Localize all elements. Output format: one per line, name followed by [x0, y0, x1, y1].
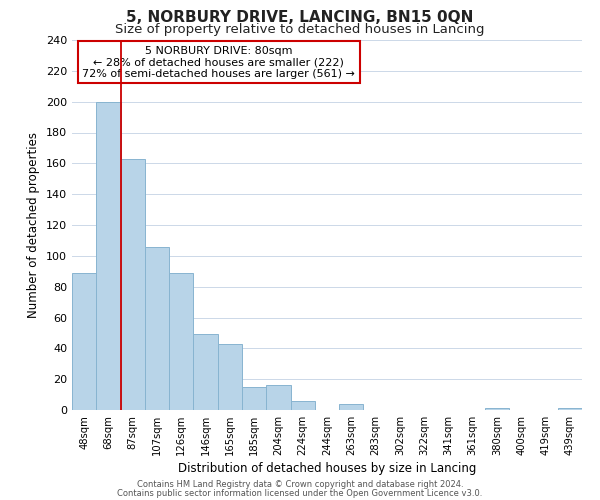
Bar: [145, 246, 169, 410]
Bar: [485, 408, 509, 410]
Bar: [218, 344, 242, 410]
Y-axis label: Number of detached properties: Number of detached properties: [28, 132, 40, 318]
Bar: [72, 273, 96, 410]
Bar: [96, 102, 121, 410]
Text: Contains public sector information licensed under the Open Government Licence v3: Contains public sector information licen…: [118, 488, 482, 498]
Bar: [558, 408, 582, 410]
Bar: [266, 386, 290, 410]
X-axis label: Distribution of detached houses by size in Lancing: Distribution of detached houses by size …: [178, 462, 476, 475]
Bar: [339, 404, 364, 410]
Text: 5, NORBURY DRIVE, LANCING, BN15 0QN: 5, NORBURY DRIVE, LANCING, BN15 0QN: [127, 10, 473, 25]
Text: Contains HM Land Registry data © Crown copyright and database right 2024.: Contains HM Land Registry data © Crown c…: [137, 480, 463, 489]
Bar: [242, 387, 266, 410]
Bar: [169, 273, 193, 410]
Bar: [290, 400, 315, 410]
Text: 5 NORBURY DRIVE: 80sqm
← 28% of detached houses are smaller (222)
72% of semi-de: 5 NORBURY DRIVE: 80sqm ← 28% of detached…: [82, 46, 355, 78]
Bar: [193, 334, 218, 410]
Text: Size of property relative to detached houses in Lancing: Size of property relative to detached ho…: [115, 22, 485, 36]
Bar: [121, 158, 145, 410]
